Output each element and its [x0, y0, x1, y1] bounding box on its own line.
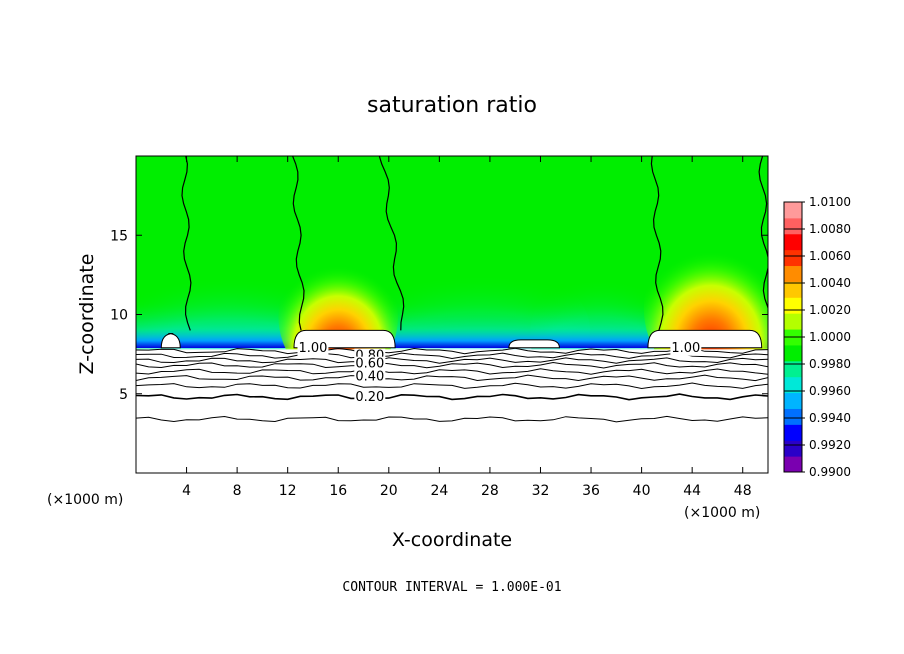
cloud-region-3	[160, 333, 181, 349]
contour-line	[136, 352, 768, 360]
contour-label-bg	[297, 340, 329, 356]
x-tick-label: 8	[233, 483, 242, 499]
contour-line	[136, 393, 768, 401]
colorbar-swatch	[784, 440, 802, 457]
colorbar-swatch	[784, 281, 802, 298]
contour-line	[136, 415, 768, 423]
colorbar-label: 0.9980	[809, 357, 851, 371]
contour-line-1.00	[378, 156, 405, 331]
contour-line-1.00	[650, 156, 664, 331]
colorbar: 1.0100 1.0080 1.0060 1.0040 1.0020 1.0000 0.99…	[783, 195, 851, 479]
x-tick-label: 28	[481, 483, 499, 499]
colorbar-swatch	[784, 376, 802, 394]
colorbar-label: 1.0040	[809, 276, 851, 290]
colorbar-swatch	[784, 313, 802, 330]
x-tick-label: 24	[430, 483, 448, 499]
colorbar-swatch	[784, 202, 802, 219]
colorbar-swatch	[784, 217, 802, 235]
x-tick-label: 12	[279, 483, 297, 499]
contour-line	[136, 374, 768, 382]
subsaturated-region	[136, 349, 768, 473]
chart-title: saturation ratio	[367, 93, 537, 118]
colorbar-swatch	[784, 392, 802, 409]
x-tick-label: 40	[633, 483, 651, 499]
contour-line	[136, 368, 768, 375]
contour-label-5: 0.20	[355, 390, 384, 405]
x-axis: 4 8 12 16 20 24 28 32 36 40 44 48	[182, 156, 752, 499]
contour-line	[136, 357, 768, 364]
contour-line	[136, 347, 768, 355]
colorbar-swatch	[784, 297, 802, 314]
x-tick-label: 4	[182, 483, 191, 499]
x-axis-label: X-coordinate	[392, 529, 512, 551]
colorbar-swatch	[784, 456, 802, 473]
contour-label-bg	[354, 369, 386, 385]
colorbar-label: 1.0020	[809, 303, 851, 317]
colorbar-swatch	[784, 249, 802, 267]
contour-label-bg	[670, 340, 702, 356]
y-axis-label: Z-coordinate	[76, 254, 98, 375]
plot-area: 1.000.800.600.400.201.00	[136, 156, 768, 473]
colorbar-label: 1.0060	[809, 249, 851, 263]
contour-label-bg	[354, 389, 386, 405]
contour-interval-note: CONTOUR INTERVAL = 1.000E-01	[342, 580, 561, 595]
y-tick-label: 15	[110, 228, 128, 244]
colorbar-swatch	[784, 233, 802, 251]
colorbar-label: 0.9940	[809, 411, 851, 425]
y-tick-label: 10	[110, 308, 128, 324]
y-tick-label: 5	[119, 387, 128, 403]
colorbar-label: 1.0100	[809, 195, 851, 209]
x-tick-label: 20	[380, 483, 398, 499]
contour-label-6: 1.00	[671, 341, 700, 356]
contour-line-1.00	[181, 156, 192, 331]
contour-label-1: 1.00	[298, 341, 327, 356]
contour-line	[136, 382, 768, 390]
x-tick-label: 36	[582, 483, 600, 499]
colorbar-label: 1.0000	[809, 330, 851, 344]
colorbar-label: 0.9920	[809, 438, 851, 452]
x-tick-label: 44	[683, 483, 701, 499]
cloud-region-4	[508, 339, 560, 349]
contour-line	[136, 361, 768, 369]
colorbar-label: 0.9960	[809, 384, 851, 398]
colorbar-swatch	[784, 408, 802, 425]
x-unit-right: (×1000 m)	[684, 505, 760, 521]
x-unit-left: (×1000 m)	[47, 492, 123, 508]
colorbar-swatch	[784, 344, 802, 362]
y-axis: 5 10 15	[110, 228, 768, 403]
colorbar-swatch	[784, 424, 802, 441]
colorbar-swatch	[784, 360, 802, 378]
contour-label-4: 0.40	[355, 369, 384, 384]
contour-label-bg	[354, 356, 386, 372]
colorbar-label: 1.0080	[809, 222, 851, 236]
contour-line-1.00	[758, 156, 768, 310]
cloud-region-2	[647, 329, 763, 349]
colorbar-swatch	[784, 265, 802, 282]
contour-line-1.00	[292, 156, 305, 331]
x-tick-label: 48	[734, 483, 752, 499]
contour-label-3: 0.60	[355, 357, 384, 372]
x-tick-label: 16	[329, 483, 347, 499]
colorbar-label: 0.9900	[809, 465, 851, 479]
x-tick-label: 32	[532, 483, 550, 499]
